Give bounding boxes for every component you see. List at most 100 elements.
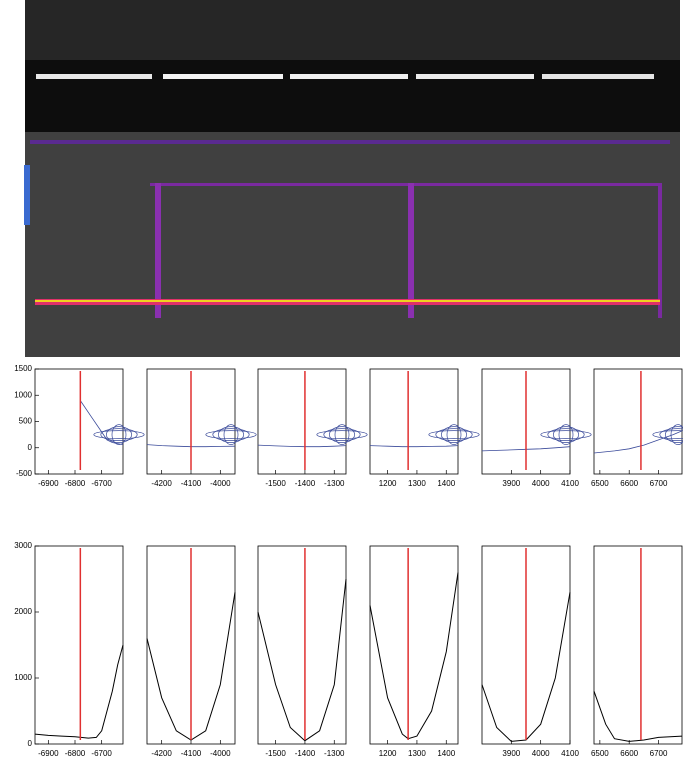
- y-tick-label: 2000: [14, 607, 32, 616]
- plot-frame: [593, 368, 683, 475]
- contour-decor: [223, 424, 239, 445]
- edge: [35, 300, 660, 302]
- x-tick-label: 6600: [620, 749, 638, 758]
- contour-decor: [334, 424, 350, 445]
- edge: [408, 183, 414, 318]
- contour-line: [79, 400, 124, 445]
- plot-frame: [369, 368, 459, 475]
- x-tick-label: -6700: [91, 749, 112, 758]
- x-tick-label: -1400: [295, 749, 316, 758]
- contour-decor: [553, 426, 579, 443]
- x-tick-label: 6500: [591, 479, 609, 488]
- contour-decor: [665, 426, 683, 443]
- histogram-line: [593, 691, 683, 742]
- x-tick-label: -4100: [181, 479, 202, 488]
- plot-frame: [34, 545, 124, 745]
- light-bar: [36, 74, 152, 79]
- image-scene: [25, 0, 680, 60]
- x-tick-label: -6900: [38, 479, 59, 488]
- plot-frame: [34, 368, 124, 475]
- contour-decor: [106, 426, 132, 443]
- x-tick-label: -4000: [210, 479, 231, 488]
- x-tick-label: 3900: [502, 749, 520, 758]
- x-tick-label: 1300: [408, 479, 426, 488]
- edge: [24, 165, 30, 225]
- histogram-line: [369, 572, 459, 740]
- x-tick-label: -1300: [324, 749, 345, 758]
- x-tick-label: -6800: [65, 749, 86, 758]
- y-tick-label: 1500: [14, 364, 32, 373]
- x-tick-label: 1400: [437, 479, 455, 488]
- x-tick-label: -1500: [265, 749, 286, 758]
- contour-decor: [540, 430, 592, 439]
- light-bar: [416, 74, 534, 79]
- x-tick-label: 1200: [379, 749, 397, 758]
- x-tick-label: -4200: [151, 479, 172, 488]
- contour-decor: [670, 424, 683, 445]
- contour-decor: [659, 428, 683, 441]
- x-tick-label: -6900: [38, 749, 59, 758]
- contour-decor: [316, 430, 368, 439]
- contour-decor: [446, 424, 462, 445]
- x-tick-label: 1300: [408, 749, 426, 758]
- y-tick-label: 500: [19, 417, 33, 426]
- contour-decor: [100, 428, 138, 441]
- contour-decor: [323, 428, 361, 441]
- histogram-line: [257, 578, 347, 742]
- x-tick-label: -6700: [91, 479, 112, 488]
- x-tick-label: -1400: [295, 479, 316, 488]
- y-tick-label: 1000: [14, 390, 32, 399]
- x-tick-label: -4200: [151, 749, 172, 758]
- y-tick-label: -500: [16, 469, 33, 478]
- x-tick-label: -6800: [65, 479, 86, 488]
- contour-decor: [547, 428, 585, 441]
- contour-decor: [329, 426, 355, 443]
- y-tick-label: 0: [28, 739, 33, 748]
- x-tick-label: 1200: [379, 479, 397, 488]
- light-bar: [542, 74, 654, 79]
- contour-decor: [428, 430, 480, 439]
- contour-decor: [652, 430, 683, 439]
- contour-decor: [93, 430, 145, 439]
- contour-decor: [441, 426, 467, 443]
- plot-frame: [369, 545, 459, 745]
- x-tick-label: 4100: [561, 479, 579, 488]
- contour-decor: [435, 428, 473, 441]
- difference-image: [24, 132, 680, 357]
- x-tick-label: 1400: [437, 749, 455, 758]
- x-tick-label: -1500: [265, 479, 286, 488]
- camera-image: [25, 0, 680, 132]
- light-bar: [290, 74, 408, 79]
- contour-decor: [558, 424, 574, 445]
- contour-decor: [212, 428, 250, 441]
- x-tick-label: -4100: [181, 749, 202, 758]
- x-tick-label: -4000: [210, 749, 231, 758]
- contour-decor: [205, 430, 257, 439]
- x-tick-label: 6500: [591, 749, 609, 758]
- edge: [30, 140, 670, 144]
- contour-decor: [218, 426, 244, 443]
- image-background: [25, 132, 680, 357]
- plot-frame: [257, 545, 347, 745]
- edge: [658, 183, 662, 318]
- x-tick-label: 6700: [650, 479, 668, 488]
- light-bar: [163, 74, 283, 79]
- x-tick-label: -1300: [324, 479, 345, 488]
- y-tick-label: 0: [28, 443, 33, 452]
- edge: [155, 183, 161, 318]
- x-tick-label: 4000: [532, 479, 550, 488]
- y-tick-label: 3000: [14, 541, 32, 550]
- x-tick-label: 4000: [532, 749, 550, 758]
- histogram-line: [34, 644, 124, 739]
- contour-line: [593, 430, 683, 454]
- contour-decor: [111, 424, 127, 445]
- contour-line: [369, 445, 459, 448]
- edge: [150, 183, 662, 186]
- x-tick-label: 4100: [561, 749, 579, 758]
- x-tick-label: 6600: [620, 479, 638, 488]
- x-tick-label: 3900: [502, 479, 520, 488]
- plot-frame: [593, 545, 683, 745]
- x-tick-label: 6700: [650, 749, 668, 758]
- plot-frame: [257, 368, 347, 475]
